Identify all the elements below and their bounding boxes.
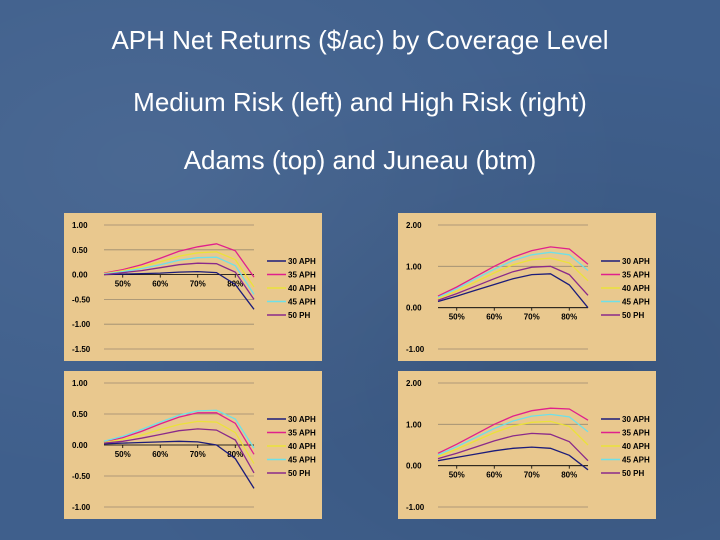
x-tick-label: 60%	[152, 280, 168, 289]
y-tick-label: 2.00	[406, 379, 422, 388]
y-tick-label: -1.00	[406, 345, 425, 354]
legend-label: 30 APH	[288, 257, 316, 266]
y-tick-label: -0.50	[72, 295, 91, 304]
chart-adams-medium-risk: 1.00 0.50 0.00 -0.50 -1.00 -1.50 50% 60% 70% 80% 3…	[64, 213, 322, 361]
y-tick-label: -1.00	[72, 503, 91, 512]
series-line	[103, 243, 255, 278]
x-tick-label: 60%	[486, 471, 502, 480]
slide-subtitle-risk: Medium Risk (left) and High Risk (right)	[133, 87, 587, 117]
series-line	[437, 265, 589, 301]
legend-label: 35 APH	[622, 271, 650, 280]
series-line	[103, 428, 255, 474]
legend-label: 45 APH	[288, 298, 316, 307]
legend-label: 40 APH	[288, 284, 316, 293]
x-tick-label: 70%	[524, 471, 540, 480]
y-tick-label: 1.00	[72, 221, 88, 230]
legend-label: 40 APH	[622, 442, 650, 451]
x-tick-label: 50%	[115, 450, 131, 459]
y-tick-label: 1.00	[406, 420, 422, 429]
x-tick-label: 80%	[227, 450, 243, 459]
series-line	[437, 413, 589, 456]
y-tick-label: -0.50	[72, 472, 91, 481]
series-line	[103, 440, 255, 489]
legend-label: 50 PH	[288, 469, 310, 478]
x-tick-label: 60%	[486, 313, 502, 322]
y-tick-label: 0.50	[72, 410, 88, 419]
chart-juneau-high-risk: 2.00 1.00 0.00 -1.00 50% 60% 70% 80% 30 APH 35 AP…	[398, 371, 656, 519]
series-line	[437, 251, 589, 298]
x-tick-label: 70%	[524, 313, 540, 322]
legend-label: 40 APH	[288, 442, 316, 451]
y-tick-label: 2.00	[406, 221, 422, 230]
legend-label: 30 APH	[622, 257, 650, 266]
legend-label: 50 PH	[622, 469, 644, 478]
x-tick-label: 70%	[190, 280, 206, 289]
y-tick-label: 0.00	[406, 462, 422, 471]
series-line	[437, 257, 589, 300]
slide-title: APH Net Returns ($/ac) by Coverage Level	[111, 25, 609, 55]
series-line	[437, 273, 589, 309]
series-line	[103, 409, 255, 449]
series-line	[437, 246, 589, 297]
slide-subtitle-location: Adams (top) and Juneau (btm)	[183, 145, 537, 175]
x-tick-label: 50%	[449, 313, 465, 322]
y-tick-label: 1.00	[406, 262, 422, 271]
series-line	[103, 270, 255, 310]
chart-svg: 2.00 1.00 0.00 -1.00 50% 60% 70% 80% 30 APH 35 AP…	[406, 379, 650, 512]
legend-label: 40 APH	[622, 284, 650, 293]
legend-label: 35 APH	[288, 429, 316, 438]
chart-juneau-medium-risk: 1.00 0.50 0.00 -0.50 -1.00 50% 60% 70% 80% 30 APH…	[64, 371, 322, 519]
legend-label: 45 APH	[288, 456, 316, 465]
series-line	[437, 432, 589, 462]
y-tick-label: 0.00	[72, 441, 88, 450]
legend-label: 45 APH	[622, 298, 650, 307]
x-tick-label: 80%	[561, 471, 577, 480]
legend-label: 50 PH	[622, 311, 644, 320]
chart-adams-high-risk: 2.00 1.00 0.00 -1.00 50% 60% 70% 80% 30 APH 35 AP…	[398, 213, 656, 361]
x-tick-label: 60%	[152, 450, 168, 459]
series-line	[437, 407, 589, 454]
legend-label: 45 APH	[622, 456, 650, 465]
chart-svg: 1.00 0.50 0.00 -0.50 -1.00 50% 60% 70% 80% 30 APH…	[72, 379, 316, 512]
y-tick-label: -1.00	[406, 503, 425, 512]
series-line	[103, 420, 255, 464]
x-tick-label: 50%	[449, 471, 465, 480]
series-line	[437, 446, 589, 471]
y-tick-label: 0.00	[406, 304, 422, 313]
x-tick-label: 80%	[561, 313, 577, 322]
y-tick-label: -1.00	[72, 320, 91, 329]
x-tick-label: 70%	[190, 450, 206, 459]
y-tick-label: -1.50	[72, 345, 91, 354]
legend-label: 35 APH	[622, 429, 650, 438]
legend-label: 30 APH	[288, 415, 316, 424]
chart-svg: 2.00 1.00 0.00 -1.00 50% 60% 70% 80% 30 APH 35 AP…	[406, 221, 650, 354]
y-tick-label: 0.50	[72, 246, 88, 255]
legend-label: 30 APH	[622, 415, 650, 424]
y-tick-label: 1.00	[72, 379, 88, 388]
series-line	[103, 412, 255, 455]
x-tick-label: 50%	[115, 280, 131, 289]
series-line	[437, 420, 589, 458]
series-line	[103, 256, 255, 295]
series-line	[103, 262, 255, 300]
series-line	[103, 251, 255, 288]
legend-label: 50 PH	[288, 311, 310, 320]
y-tick-label: 0.00	[72, 271, 88, 280]
legend-label: 35 APH	[288, 271, 316, 280]
